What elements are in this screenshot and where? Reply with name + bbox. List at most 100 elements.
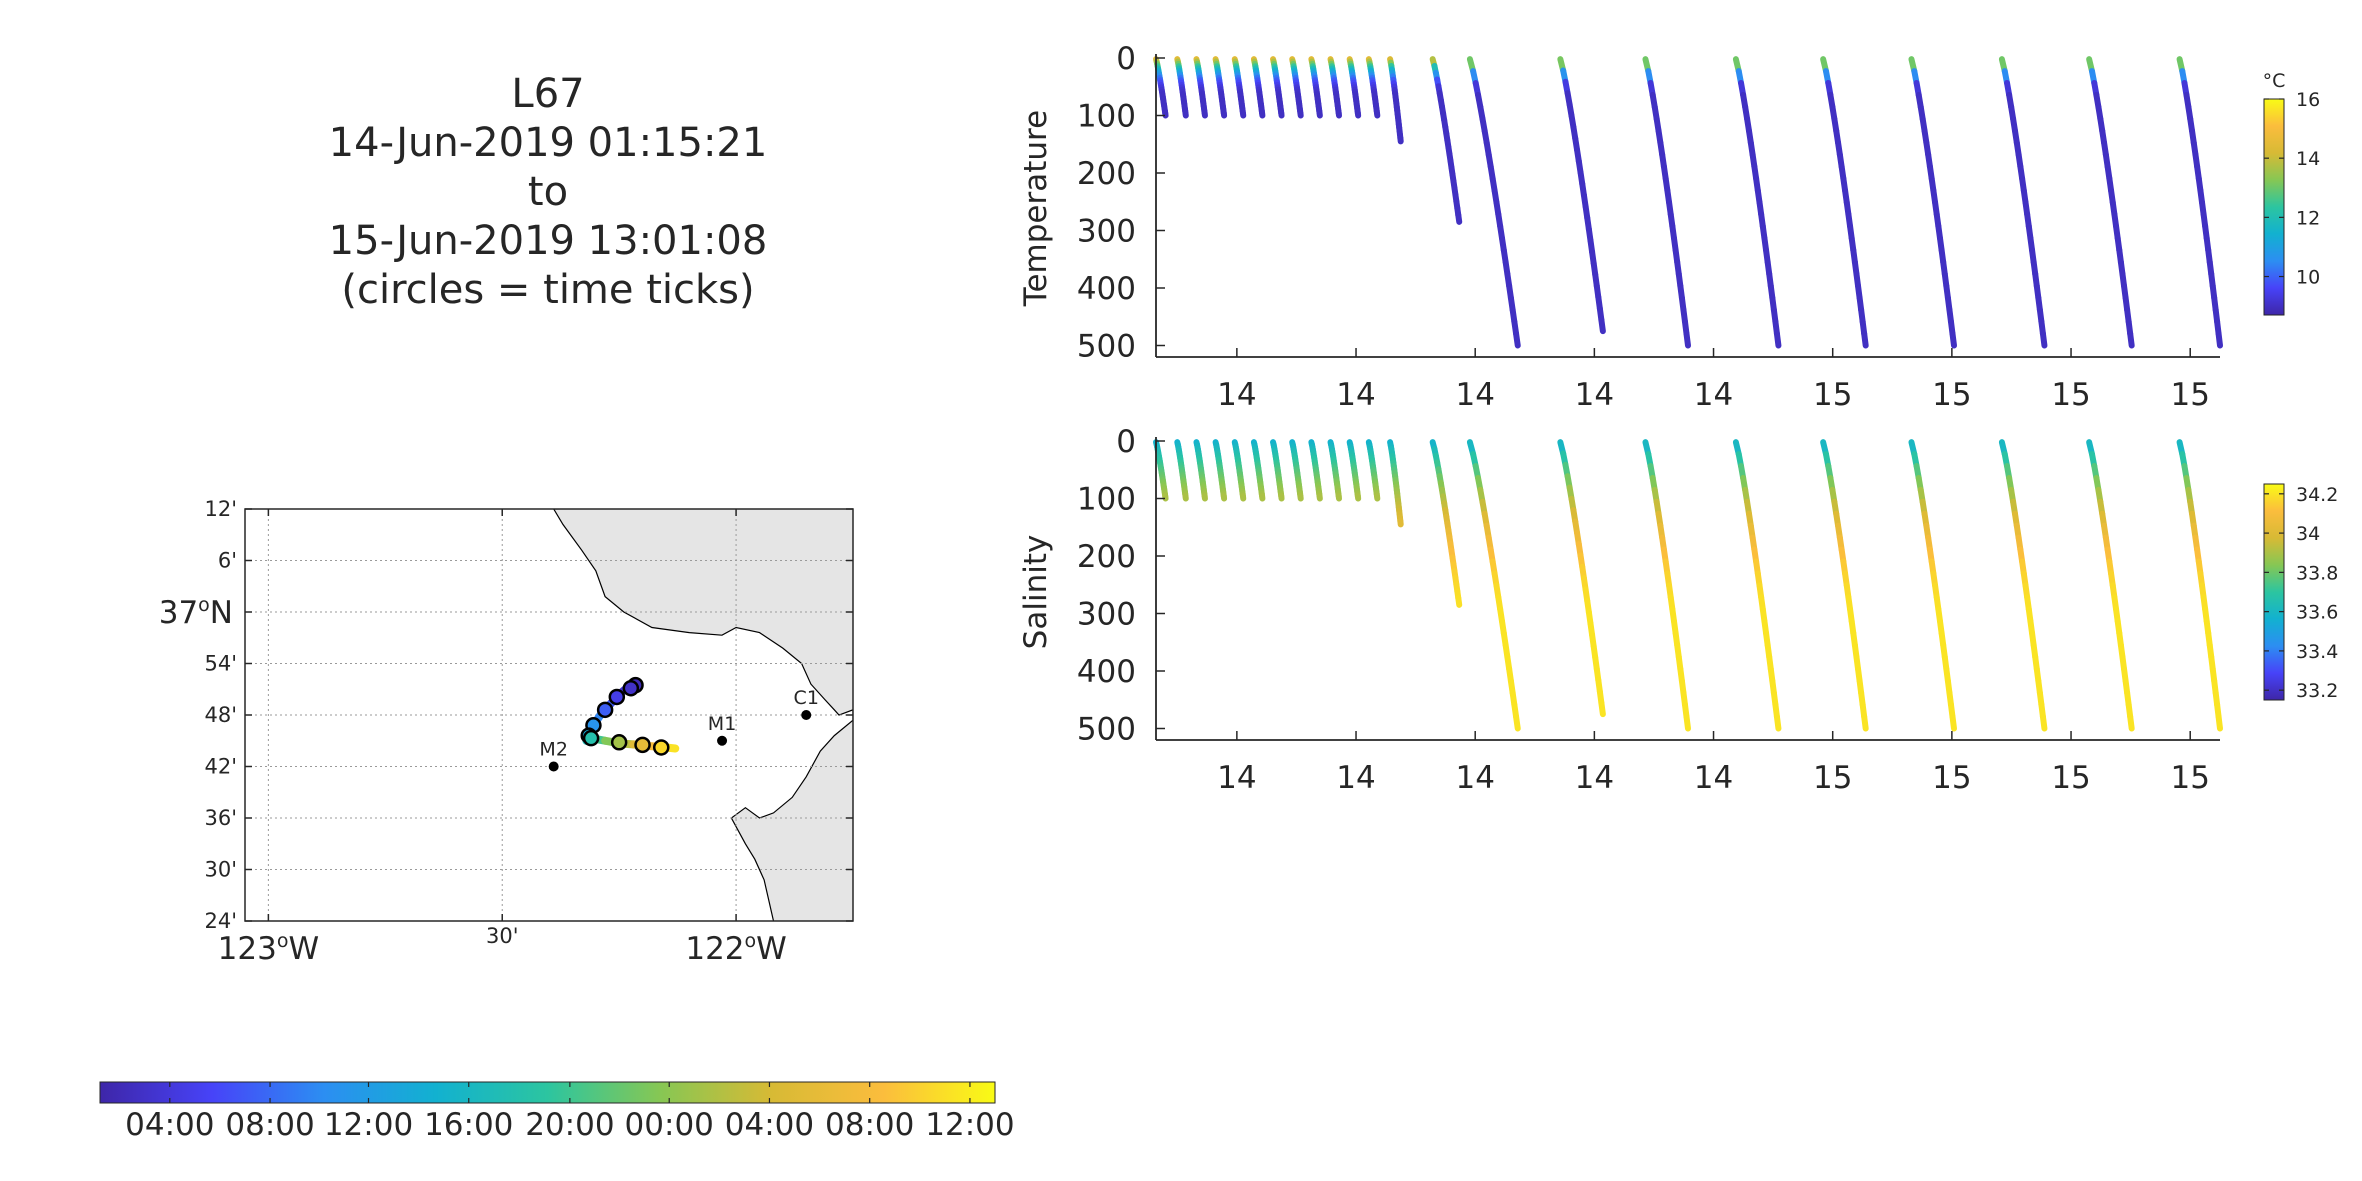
dive-profile	[1998, 56, 2048, 349]
profile-segment	[2215, 713, 2223, 732]
map-panel: M2 M1 C1 123oW 30' 122oW 12' 6' 37oN 54' 48' 42' 36…	[159, 497, 854, 967]
colorbar-tick-label: 10	[2296, 267, 2320, 289]
dive-profile	[1327, 439, 1343, 502]
map-ytick-label: 36'	[205, 806, 238, 830]
profile-segment	[1598, 699, 1606, 718]
dive-profile	[1212, 439, 1228, 502]
map-ytick-label: 54'	[205, 652, 238, 676]
y-tick-label: 300	[1077, 214, 1136, 250]
dive-profile	[1732, 56, 1782, 349]
time-tick-circle	[596, 701, 614, 719]
dive-profile	[1998, 439, 2048, 732]
dive-profile	[2176, 439, 2223, 732]
dive-profile	[1174, 56, 1189, 119]
map-ytick-label: 37oN	[159, 594, 233, 631]
y-tick-label: 300	[1077, 597, 1136, 633]
dive-profile	[1732, 439, 1782, 732]
dive-profile	[1193, 56, 1208, 119]
profile-segment	[1455, 595, 1463, 608]
dive-profile	[1289, 439, 1304, 502]
dive-profile	[1327, 56, 1343, 119]
time-tick-circle	[582, 729, 600, 747]
map-grid	[245, 509, 853, 921]
dive-profile	[1250, 439, 1266, 502]
map-ytick-label: 24'	[205, 909, 238, 933]
colorbar-tick-label: 14	[2296, 148, 2320, 170]
dive-profile	[1387, 439, 1404, 528]
time-colorbar-tick-label: 04:00	[725, 1107, 814, 1143]
title-line-3: to	[528, 169, 568, 215]
time-colorbar-tick-label: 00:00	[625, 1107, 714, 1143]
temperature-colorbar-fill	[2263, 98, 2285, 316]
colorbar-tick-label: 33.6	[2296, 602, 2338, 624]
title-line-4: 15-Jun-2019 13:01:08	[329, 218, 768, 264]
time-colorbar-tick-label: 04:00	[125, 1107, 214, 1143]
colorbar-tick-label: 16	[2296, 89, 2320, 111]
y-tick-label: 500	[1077, 329, 1136, 365]
y-tick-label: 500	[1077, 712, 1136, 748]
dive-profile	[2086, 439, 2135, 732]
x-tick-label: 14	[1575, 377, 1614, 413]
temperature-colorbar-ticks: 10 12 14 16	[2264, 89, 2320, 289]
salinity-colorbar-fill	[2263, 483, 2285, 701]
colorbar-tick-label: 34.2	[2296, 484, 2338, 506]
profile-segment	[1861, 713, 1869, 732]
map-ytick-label: 30'	[205, 858, 238, 882]
station-marker	[548, 761, 559, 772]
colorbar-tick-label: 33.4	[2296, 641, 2338, 663]
dive-profile	[1153, 439, 1169, 502]
time-colorbar: 04:00 08:00 12:00 16:00 20:00 00:00 04:00 08:00…	[99, 1081, 1015, 1143]
land-area	[553, 509, 853, 921]
salinity-axes: 0 100 200 300 400 500 14 14 14 14 14 15 15 15 15	[1077, 424, 2220, 796]
map-ytick-label: 48'	[205, 703, 238, 727]
dive-profile	[1908, 439, 1957, 732]
y-tick-label: 0	[1116, 424, 1136, 460]
profile-segment	[2215, 330, 2223, 349]
dive-profile	[1429, 56, 1463, 225]
dive-profile	[1820, 56, 1869, 349]
x-tick-label: 15	[1813, 760, 1852, 796]
y-tick-label: 0	[1116, 41, 1136, 77]
profile-segment	[2039, 713, 2048, 732]
dive-profile	[1231, 439, 1247, 502]
dive-profile	[1308, 56, 1323, 119]
map-ytick-label: 42'	[205, 755, 238, 779]
profile-segment	[2039, 330, 2048, 349]
time-colorbar-tick-label: 08:00	[825, 1107, 914, 1143]
dive-profile	[1642, 439, 1691, 732]
x-tick-label: 15	[1932, 760, 1971, 796]
dive-profile	[1466, 56, 1521, 349]
profile-segment	[1949, 330, 1957, 349]
time-tick-circle	[610, 734, 628, 751]
x-tick-label: 15	[2051, 760, 2090, 796]
time-tick-circle	[622, 679, 640, 697]
profile-segment	[1861, 330, 1869, 349]
profile-segment	[2127, 330, 2135, 349]
profile-segment	[2127, 713, 2135, 732]
colorbar-tick-label: 33.8	[2296, 562, 2338, 584]
x-tick-label: 14	[1455, 377, 1494, 413]
salinity-ylabel: Salinity	[1018, 535, 1054, 650]
time-colorbar-tick-label: 12:00	[324, 1107, 413, 1143]
x-tick-label: 15	[1932, 377, 1971, 413]
time-colorbar-ticks: 04:00 08:00 12:00 16:00 20:00 00:00 04:00 08:00…	[125, 1082, 1015, 1143]
title-line-2: 14-Jun-2019 01:15:21	[329, 120, 768, 166]
x-tick-label: 14	[1217, 377, 1256, 413]
time-tick-circles	[580, 676, 670, 756]
title-line-1: L67	[511, 71, 584, 117]
time-tick-circle	[634, 736, 651, 754]
dive-profile	[1346, 439, 1362, 502]
time-tick-circle	[652, 739, 670, 756]
dive-profile	[2086, 56, 2135, 349]
profile-segment	[1949, 713, 1957, 732]
dive-profile	[1557, 56, 1606, 335]
x-tick-label: 14	[1455, 760, 1494, 796]
x-tick-label: 14	[1217, 760, 1256, 796]
dive-profile	[1270, 56, 1285, 119]
mooring-stations: M2 M1 C1	[539, 687, 819, 772]
map-ytick-label: 6'	[218, 549, 237, 573]
salinity-colorbar-ticks: 33.2 33.4 33.6 33.8 34 34.2	[2264, 484, 2338, 702]
temperature-profiles	[1153, 56, 2223, 349]
x-tick-label: 14	[1694, 377, 1733, 413]
